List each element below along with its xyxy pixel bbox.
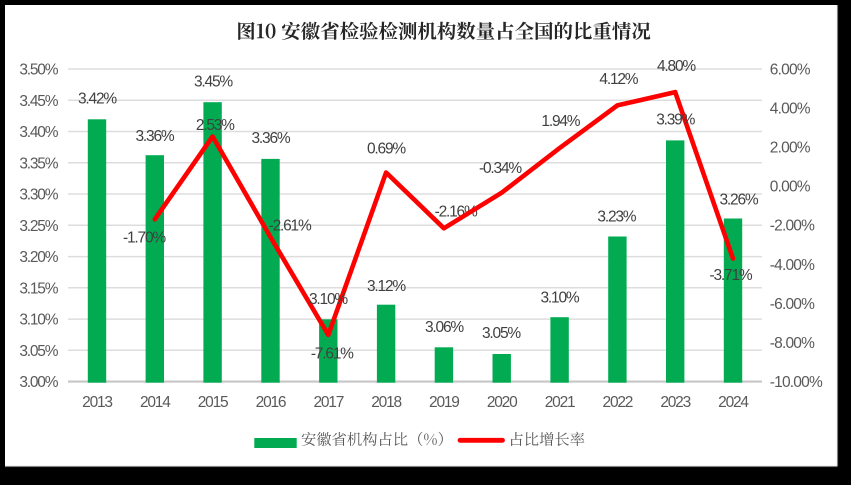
svg-text:-8.00%: -8.00%: [770, 335, 815, 352]
svg-text:3.06%: 3.06%: [425, 319, 464, 336]
svg-text:3.10%: 3.10%: [309, 291, 348, 308]
svg-text:0.69%: 0.69%: [367, 140, 406, 157]
svg-text:-4.00%: -4.00%: [770, 257, 815, 274]
svg-text:2024: 2024: [718, 394, 749, 411]
svg-text:6.00%: 6.00%: [770, 61, 811, 78]
svg-text:3.05%: 3.05%: [19, 343, 58, 360]
svg-text:4.80%: 4.80%: [657, 58, 696, 75]
svg-text:2.00%: 2.00%: [770, 140, 811, 157]
svg-text:2018: 2018: [371, 394, 401, 411]
svg-text:2015: 2015: [198, 394, 228, 411]
svg-text:-0.34%: -0.34%: [479, 160, 522, 177]
svg-text:3.05%: 3.05%: [482, 325, 521, 342]
svg-text:4.12%: 4.12%: [599, 71, 638, 88]
svg-text:-2.00%: -2.00%: [770, 218, 815, 235]
svg-text:3.40%: 3.40%: [19, 124, 58, 141]
svg-text:2019: 2019: [429, 394, 459, 411]
svg-text:1.94%: 1.94%: [541, 113, 580, 130]
svg-text:3.23%: 3.23%: [597, 208, 636, 225]
svg-text:2017: 2017: [313, 394, 343, 411]
svg-text:3.10%: 3.10%: [19, 312, 58, 329]
svg-text:0.00%: 0.00%: [770, 179, 811, 196]
svg-text:3.26%: 3.26%: [720, 192, 759, 209]
svg-text:2016: 2016: [256, 394, 286, 411]
svg-text:-2.61%: -2.61%: [269, 217, 312, 234]
svg-text:2.53%: 2.53%: [196, 117, 235, 134]
svg-text:3.00%: 3.00%: [19, 374, 58, 391]
svg-text:3.42%: 3.42%: [78, 90, 117, 107]
svg-text:3.20%: 3.20%: [19, 249, 58, 266]
svg-text:-10.00%: -10.00%: [770, 374, 823, 391]
svg-text:2013: 2013: [82, 394, 112, 411]
svg-text:3.36%: 3.36%: [252, 130, 291, 147]
svg-text:3.45%: 3.45%: [19, 93, 58, 110]
svg-text:2014: 2014: [140, 394, 171, 411]
svg-text:3.12%: 3.12%: [367, 278, 406, 295]
svg-text:3.39%: 3.39%: [656, 112, 695, 129]
svg-text:-3.71%: -3.71%: [710, 267, 753, 284]
svg-text:2020: 2020: [487, 394, 518, 411]
svg-text:3.10%: 3.10%: [541, 290, 580, 307]
svg-text:3.15%: 3.15%: [19, 280, 58, 297]
svg-text:4.00%: 4.00%: [770, 100, 811, 117]
svg-text:3.36%: 3.36%: [136, 128, 175, 145]
svg-text:3.25%: 3.25%: [19, 218, 58, 235]
svg-text:-7.61%: -7.61%: [311, 346, 354, 363]
svg-text:3.50%: 3.50%: [19, 62, 58, 79]
svg-text:2022: 2022: [603, 394, 633, 411]
svg-text:2021: 2021: [545, 394, 575, 411]
svg-text:3.30%: 3.30%: [19, 187, 58, 204]
svg-text:-6.00%: -6.00%: [770, 296, 815, 313]
svg-text:-1.70%: -1.70%: [123, 230, 166, 247]
svg-text:3.35%: 3.35%: [19, 155, 58, 172]
svg-text:2023: 2023: [660, 394, 690, 411]
svg-text:3.45%: 3.45%: [194, 74, 233, 91]
